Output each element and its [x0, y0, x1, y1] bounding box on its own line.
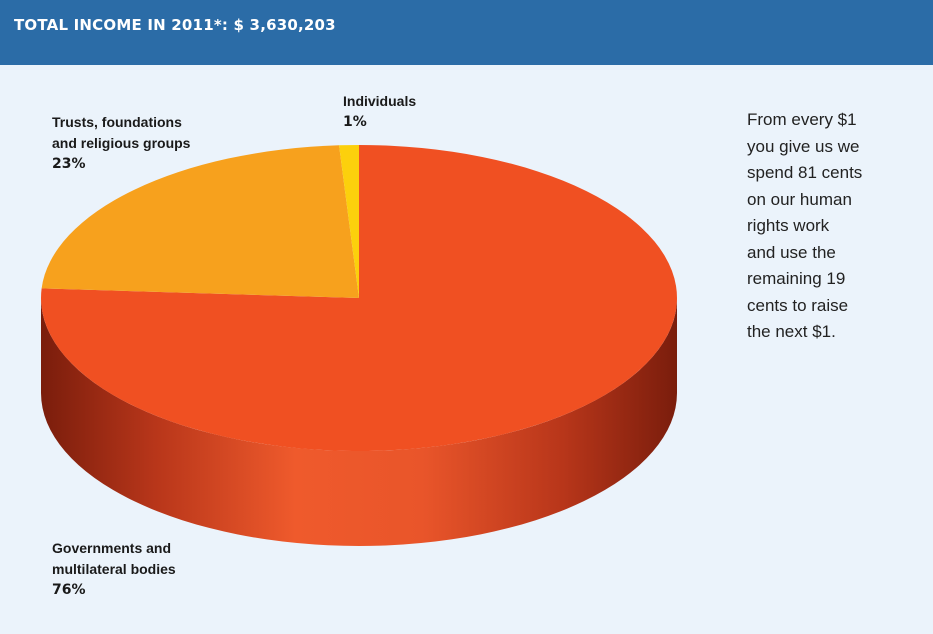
- slice-label-individuals: Individuals 1%: [343, 91, 416, 133]
- side-note-line: the next $1.: [747, 322, 836, 341]
- slice-value-governments: 76%: [52, 582, 86, 598]
- side-note-line: spend 81 cents: [747, 163, 863, 182]
- pie-slice-trusts: [41, 145, 359, 298]
- slice-value-individuals: 1%: [343, 114, 367, 130]
- pie-slice-individuals: [339, 145, 359, 298]
- slice-value-trusts: 23%: [52, 156, 86, 172]
- side-note-line: cents to raise: [747, 295, 849, 315]
- slice-label-trusts: Trusts, foundations and religious groups…: [52, 112, 190, 175]
- side-note: From every $1 you give us we spend 81 ce…: [747, 107, 917, 346]
- side-note-line: you give us we: [747, 136, 860, 156]
- slice-label-individuals-line1: Individuals: [343, 93, 417, 109]
- pie-side-wall: [41, 298, 677, 546]
- side-note-line: and use the: [747, 242, 836, 262]
- pie-chart: [40, 145, 678, 546]
- page-title: TOTAL INCOME IN 2011*: $ 3,630,203: [14, 16, 336, 34]
- side-note-line: remaining 19: [747, 269, 846, 288]
- slice-label-governments: Governments and multilateral bodies 76%: [52, 538, 176, 601]
- side-note-line: on our human: [747, 189, 852, 209]
- slice-label-trusts-line2: and religious groups: [52, 135, 191, 151]
- header-bar: TOTAL INCOME IN 2011*: $ 3,630,203: [0, 0, 933, 65]
- slice-label-governments-line1: Governments and: [52, 540, 172, 556]
- side-note-line: rights work: [747, 216, 830, 235]
- slice-label-trusts-line1: Trusts, foundations: [52, 114, 182, 130]
- side-note-line: From every $1: [747, 110, 857, 129]
- slice-label-governments-line2: multilateral bodies: [52, 561, 176, 577]
